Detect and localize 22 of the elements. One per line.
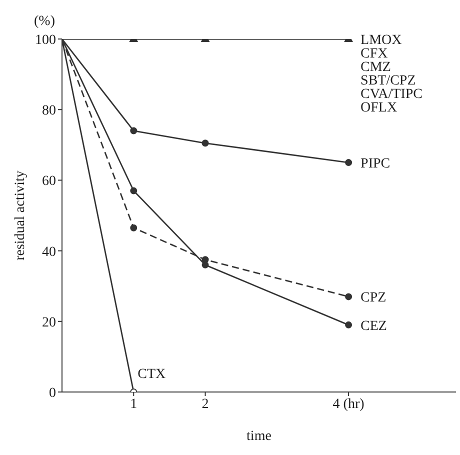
- y-tick-label: 100: [35, 32, 56, 48]
- y-axis-title: residual activity: [13, 170, 28, 260]
- y-tick-label: 60: [42, 174, 56, 190]
- series-label: CTX: [138, 367, 166, 382]
- series-label: PIPC: [360, 156, 390, 172]
- annotation: CFX: [360, 46, 388, 62]
- annotation: SBT/CPZ: [360, 74, 416, 88]
- series-label: LMOX: [360, 33, 402, 48]
- series-label: CEZ: [360, 318, 387, 334]
- x-tick-label: 2: [202, 396, 209, 412]
- y-tick-label: 20: [42, 315, 56, 330]
- y-tick-label: 80: [42, 104, 56, 119]
- annotation: CMZ: [360, 60, 391, 75]
- x-tick-label: 1: [130, 396, 138, 412]
- annotation: CVA/TIPC: [360, 87, 423, 102]
- x-axis-title: time: [246, 429, 272, 444]
- y-tick-label: 0: [49, 386, 56, 401]
- series-label: CPZ: [360, 290, 386, 306]
- text: (%): [34, 14, 56, 29]
- annotation: OFLX: [360, 100, 398, 116]
- x-tick-label: 4 (hr): [332, 396, 365, 412]
- y-tick-label: 40: [42, 244, 56, 260]
